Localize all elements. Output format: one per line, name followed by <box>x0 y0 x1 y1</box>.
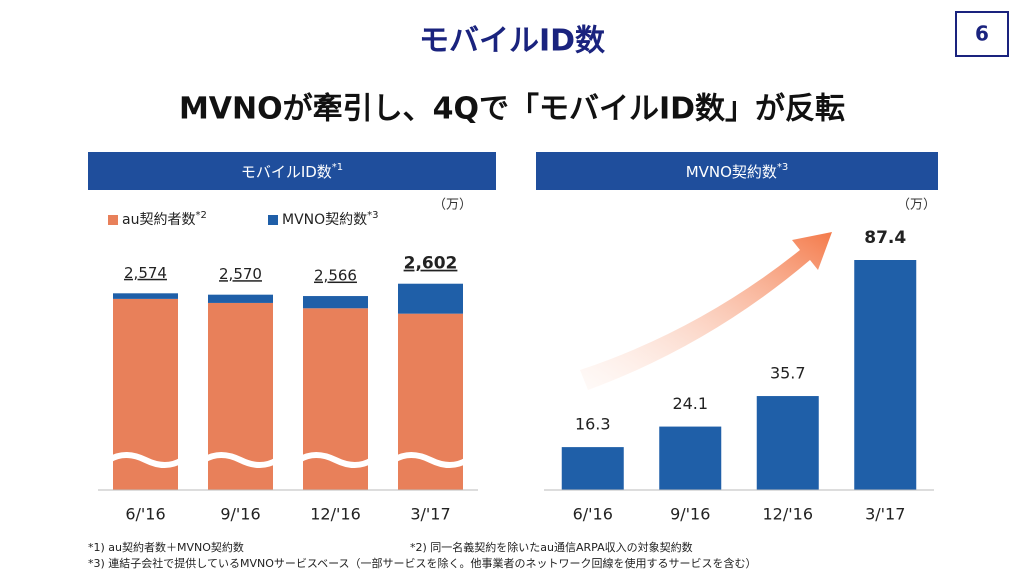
axis-break <box>392 452 469 468</box>
legend-label: au契約者数*2 <box>122 210 207 228</box>
bar <box>659 426 722 490</box>
x-tick-label: 3/'17 <box>410 505 450 524</box>
legend-swatch <box>108 215 118 225</box>
subtitle: MVNOが牽引し、4Qで「モバイルID数」が反転 <box>179 92 845 127</box>
x-tick-label: 12/'16 <box>310 505 361 524</box>
panel-title-text: モバイルID数 <box>241 163 332 181</box>
legend-note: *3 <box>367 210 378 221</box>
axis-break <box>202 452 279 468</box>
total-label: 2,602 <box>404 254 458 274</box>
panel-title: MVNO契約数*3 <box>686 162 789 181</box>
trend-arrow <box>580 232 832 390</box>
bar <box>854 260 917 490</box>
charts: au契約者数*2 MVNO契約数*3 2,574 6/'16 2,570 9/'16 2,5… <box>98 210 934 524</box>
panel-note: *3 <box>777 162 788 173</box>
unit: （万） <box>897 198 936 213</box>
total-label: 2,566 <box>314 267 357 285</box>
legend-note: *2 <box>195 210 206 221</box>
axis-break <box>297 452 374 468</box>
bar-segment <box>303 296 368 309</box>
slide-title: モバイルID数 <box>419 24 606 59</box>
x-tick-label: 9/'16 <box>670 505 710 524</box>
panel-title-text: MVNO契約数 <box>686 163 777 181</box>
total-label: 2,574 <box>124 264 167 282</box>
bar <box>561 447 624 490</box>
value-label: 87.4 <box>864 228 906 248</box>
x-tick-label: 12/'16 <box>762 505 813 524</box>
x-tick-label: 3/'17 <box>865 505 905 524</box>
axis-break <box>107 452 184 468</box>
bar <box>756 396 819 490</box>
footnote: *1) au契約者数＋MVNO契約数 <box>88 540 244 554</box>
legend-name: MVNO契約数 <box>282 212 367 228</box>
panel-header <box>536 152 938 190</box>
x-tick-label: 9/'16 <box>220 505 260 524</box>
page-box <box>955 11 1009 57</box>
legend-swatch <box>268 215 278 225</box>
x-tick-label: 6/'16 <box>125 505 165 524</box>
panel-title: モバイルID数*1 <box>241 162 343 181</box>
bar-segment <box>398 283 463 314</box>
bar-segment <box>208 294 273 303</box>
footnote: *2) 同一名義契約を除いたau通信ARPA収入の対象契約数 <box>410 540 693 554</box>
legend-label: MVNO契約数*3 <box>282 210 379 228</box>
unit: （万） <box>433 198 472 213</box>
panel-note: *1 <box>332 162 343 173</box>
value-label: 16.3 <box>575 415 611 434</box>
value-label: 35.7 <box>770 364 806 383</box>
total-label: 2,570 <box>219 265 262 283</box>
panel-header <box>88 152 496 190</box>
x-tick-label: 6/'16 <box>573 505 613 524</box>
value-label: 24.1 <box>672 394 708 413</box>
bar-segment <box>113 293 178 299</box>
footnote: *3) 連結子会社で提供しているMVNOサービスベース（一部サービスを除く。他事… <box>88 556 757 570</box>
page-number: 6 <box>975 22 989 46</box>
legend-name: au契約者数 <box>122 212 195 228</box>
